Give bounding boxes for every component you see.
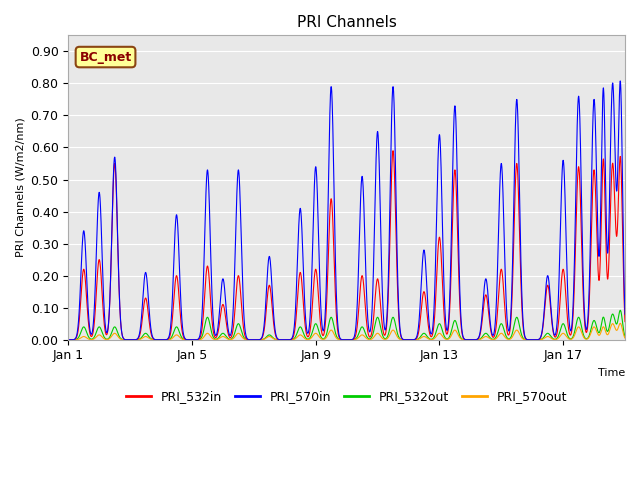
X-axis label: Time: Time [598,368,625,378]
PRI_532out [401,337,409,343]
PRI_532in [65,337,72,343]
PRI_532in [401,337,409,343]
PRI_570in [411,336,419,342]
PRI_570out [184,337,191,343]
PRI_570in [184,337,191,343]
Line: PRI_532out: PRI_532out [68,310,625,340]
PRI_532in [411,337,419,343]
PRI_570in [621,302,628,308]
PRI_570in [220,278,228,284]
PRI_570out [616,321,624,326]
PRI_570out [621,335,629,341]
Line: PRI_570in: PRI_570in [68,81,625,340]
PRI_570in [401,337,409,343]
PRI_532in [621,319,629,324]
PRI_532out [411,337,419,343]
PRI_532in [568,324,576,329]
PRI_532out [65,337,72,343]
PRI_532out [184,337,191,343]
PRI_570out [568,336,576,342]
PRI_532in [220,303,228,309]
PRI_532out [621,333,628,339]
PRI_532out [220,331,228,336]
Line: PRI_532in: PRI_532in [68,151,625,340]
PRI_532out [616,307,624,313]
Legend: PRI_532in, PRI_570in, PRI_532out, PRI_570out: PRI_532in, PRI_570in, PRI_532out, PRI_57… [121,385,572,408]
PRI_570in [616,78,624,84]
PRI_532in [621,312,628,318]
PRI_532out [621,334,629,340]
PRI_570in [568,320,576,326]
Title: PRI Channels: PRI Channels [297,15,397,30]
Text: BC_met: BC_met [79,50,132,63]
PRI_532in [389,148,397,154]
PRI_570out [220,334,228,339]
PRI_532in [184,337,191,343]
Line: PRI_570out: PRI_570out [68,324,625,340]
PRI_570in [65,337,72,343]
PRI_570in [621,312,629,317]
PRI_570out [621,335,628,340]
PRI_570out [401,337,409,343]
Y-axis label: PRI Channels (W/m2/nm): PRI Channels (W/m2/nm) [15,118,25,257]
PRI_532out [568,335,576,341]
PRI_570out [411,337,419,343]
PRI_570out [65,337,72,343]
